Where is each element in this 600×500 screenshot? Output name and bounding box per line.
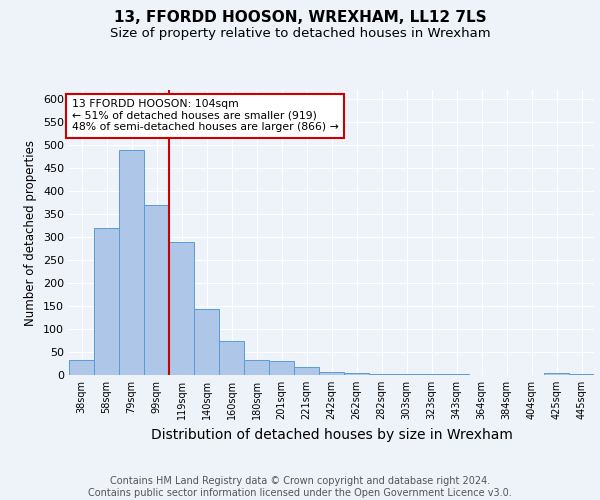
Text: Contains HM Land Registry data © Crown copyright and database right 2024.
Contai: Contains HM Land Registry data © Crown c… (88, 476, 512, 498)
Bar (369, 374, 394, 375)
Bar (269, 361, 294, 375)
Bar (94, 228, 119, 375)
Bar (69, 360, 94, 375)
Bar (219, 340, 244, 375)
Bar (144, 205, 169, 375)
Text: 13 FFORDD HOOSON: 104sqm
← 51% of detached houses are smaller (919)
48% of semi-: 13 FFORDD HOOSON: 104sqm ← 51% of detach… (71, 99, 338, 132)
Y-axis label: Number of detached properties: Number of detached properties (25, 140, 37, 326)
Bar (319, 372, 344, 375)
Bar (119, 150, 144, 375)
Bar (419, 374, 444, 375)
Bar (344, 372, 369, 375)
Bar (169, 242, 194, 375)
Bar (569, 374, 594, 375)
Bar (244, 360, 269, 375)
X-axis label: Distribution of detached houses by size in Wrexham: Distribution of detached houses by size … (151, 428, 512, 442)
Bar (394, 374, 419, 375)
Bar (294, 366, 319, 375)
Bar (194, 310, 219, 375)
Text: Size of property relative to detached houses in Wrexham: Size of property relative to detached ho… (110, 28, 490, 40)
Bar (444, 374, 469, 375)
Text: 13, FFORDD HOOSON, WREXHAM, LL12 7LS: 13, FFORDD HOOSON, WREXHAM, LL12 7LS (113, 10, 487, 25)
Bar (544, 372, 569, 375)
